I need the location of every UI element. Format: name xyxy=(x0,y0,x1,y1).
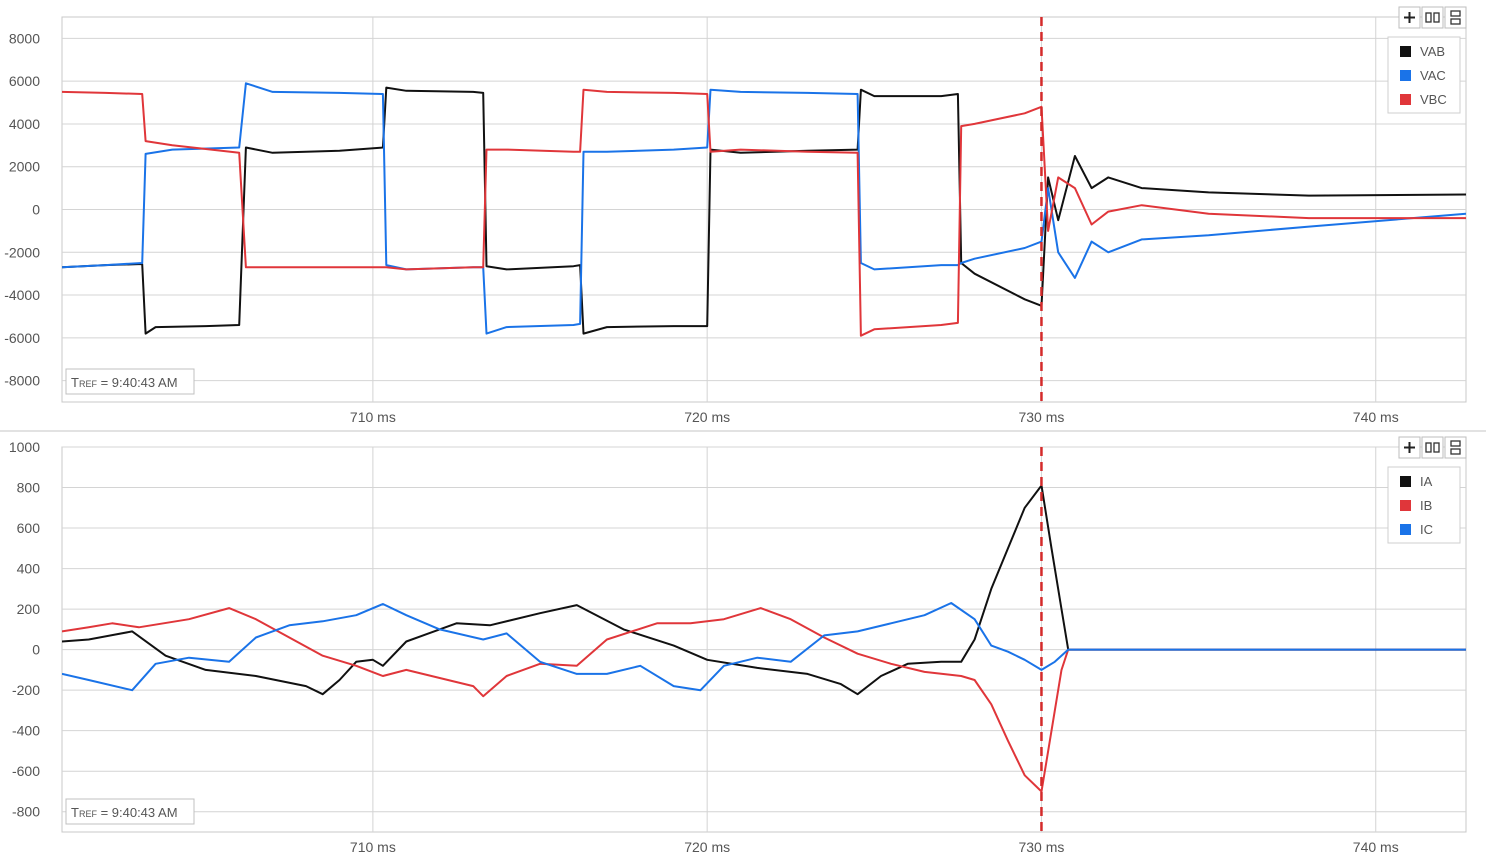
legend-item-ia[interactable]: IA xyxy=(1400,474,1433,489)
columns-icon xyxy=(1433,442,1440,453)
series-line-vab xyxy=(62,86,1466,335)
columns-button[interactable] xyxy=(1421,6,1444,29)
series-line-ia xyxy=(62,484,1466,696)
x-tick-label: 740 ms xyxy=(1353,839,1399,855)
legend-label: VAB xyxy=(1420,44,1445,59)
series-line-vac xyxy=(62,82,1466,335)
button-frame xyxy=(1421,6,1444,29)
legend-swatch xyxy=(1400,524,1411,535)
rows-button[interactable] xyxy=(1444,436,1467,459)
y-tick-label: -2000 xyxy=(4,244,40,260)
legend-swatch xyxy=(1400,500,1411,511)
x-tick-label: 720 ms xyxy=(684,839,730,855)
button-frame xyxy=(1444,436,1467,459)
legend-item-vab[interactable]: VAB xyxy=(1400,44,1445,59)
y-tick-label: -800 xyxy=(12,804,40,820)
tref-box xyxy=(65,368,195,395)
rows-button[interactable] xyxy=(1444,6,1467,29)
plus-button[interactable] xyxy=(1398,6,1421,29)
y-tick-label: 0 xyxy=(32,642,40,658)
tref-label: TREF = 9:40:43 AM xyxy=(71,805,178,820)
y-tick-label: 8000 xyxy=(9,30,40,46)
legend-label: IC xyxy=(1420,522,1433,537)
y-tick-label: -4000 xyxy=(4,287,40,303)
tref-annotation: TREF = 9:40:43 AM xyxy=(65,368,195,395)
series-line-ib xyxy=(62,607,1466,793)
plus-button[interactable] xyxy=(1398,436,1421,459)
y-tick-label: 6000 xyxy=(9,73,40,89)
y-tick-label: 600 xyxy=(17,520,41,536)
rows-icon xyxy=(1450,440,1461,447)
rows-icon xyxy=(1450,18,1461,25)
legend-swatch xyxy=(1400,46,1411,57)
y-tick-label: 2000 xyxy=(9,159,40,175)
x-tick-label: 740 ms xyxy=(1353,409,1399,425)
y-tick-label: -400 xyxy=(12,723,40,739)
legend-label: IA xyxy=(1420,474,1433,489)
rows-icon xyxy=(1450,10,1461,17)
tref-label: TREF = 9:40:43 AM xyxy=(71,375,178,390)
legend-item-vac[interactable]: VAC xyxy=(1400,68,1446,83)
y-tick-label: 4000 xyxy=(9,116,40,132)
legend-swatch xyxy=(1400,70,1411,81)
y-tick-label: 800 xyxy=(17,480,41,496)
legend-item-vbc[interactable]: VBC xyxy=(1400,92,1447,107)
button-frame xyxy=(1421,436,1444,459)
y-tick-label: 200 xyxy=(17,601,41,617)
y-tick-label: 400 xyxy=(17,561,41,577)
y-tick-label: -600 xyxy=(12,763,40,779)
legend: IA IB IC xyxy=(1387,466,1461,544)
y-tick-label: 0 xyxy=(32,202,40,218)
current-panel: 1000 800 600 400 200 0 -200 -400 -600 -800 710 ms 7… xyxy=(9,436,1467,855)
voltage-panel: 8000 6000 4000 2000 0 -2000 -4000 -6000 -8000 710… xyxy=(4,6,1467,425)
x-tick-label: 720 ms xyxy=(684,409,730,425)
series-line-vbc xyxy=(62,88,1466,337)
y-tick-label: 1000 xyxy=(9,439,40,455)
button-frame xyxy=(1444,6,1467,29)
x-tick-label: 710 ms xyxy=(350,839,396,855)
legend-item-ib[interactable]: IB xyxy=(1400,498,1432,513)
legend: VAB VAC VBC xyxy=(1387,36,1461,114)
legend-label: VAC xyxy=(1420,68,1446,83)
series-line-ic xyxy=(62,602,1466,692)
x-tick-label: 710 ms xyxy=(350,409,396,425)
plot-area xyxy=(61,446,1467,833)
columns-button[interactable] xyxy=(1421,436,1444,459)
legend-label: VBC xyxy=(1420,92,1447,107)
x-tick-label: 730 ms xyxy=(1018,839,1064,855)
y-tick-label: -8000 xyxy=(4,373,40,389)
legend-label: IB xyxy=(1420,498,1432,513)
legend-item-ic[interactable]: IC xyxy=(1400,522,1433,537)
columns-icon xyxy=(1433,12,1440,23)
x-tick-label: 730 ms xyxy=(1018,409,1064,425)
rows-icon xyxy=(1450,448,1461,455)
y-tick-label: -6000 xyxy=(4,330,40,346)
tref-annotation: TREF = 9:40:43 AM xyxy=(65,798,195,825)
tref-box xyxy=(65,798,195,825)
legend-swatch xyxy=(1400,476,1411,487)
columns-icon xyxy=(1425,442,1432,453)
legend-swatch xyxy=(1400,94,1411,105)
y-tick-label: -200 xyxy=(12,682,40,698)
columns-icon xyxy=(1425,12,1432,23)
